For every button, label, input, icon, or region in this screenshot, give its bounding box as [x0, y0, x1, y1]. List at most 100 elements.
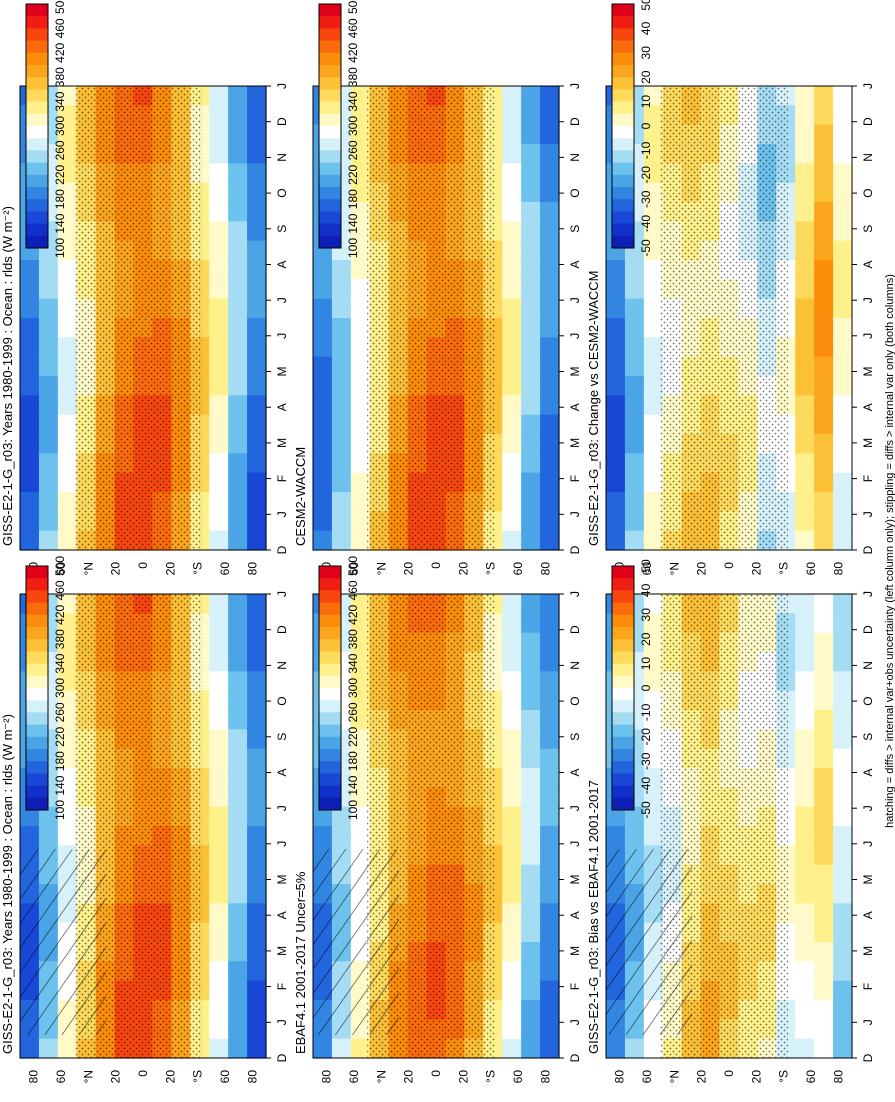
heatmap-cell — [795, 961, 815, 982]
panel-bottom-left: GISS-E2-1-G_r03: Bias vs EBAF4.1 2001-20… — [586, 591, 875, 1083]
heatmap-cell — [540, 511, 560, 532]
heatmap-cell — [833, 632, 853, 653]
colorbar-label: -30 — [639, 752, 653, 770]
heatmap-cell — [795, 492, 815, 512]
colorbar-label: 220 — [53, 164, 67, 184]
heatmap-cell — [795, 864, 815, 885]
heatmap-cell — [833, 260, 853, 280]
month-tick-label: J — [275, 805, 289, 811]
heatmap-cell — [247, 922, 267, 943]
heatmap-cell — [350, 787, 371, 808]
lat-tick-label: 20 — [163, 1070, 177, 1084]
heatmap-cell — [814, 594, 834, 614]
colorbar-label: -40 — [639, 215, 653, 233]
heatmap-cell — [521, 922, 541, 943]
colorbar-swatch — [612, 162, 634, 176]
heatmap-cell — [502, 864, 522, 885]
heatmap-cell — [38, 395, 59, 416]
colorbar-swatch — [612, 89, 634, 102]
heatmap-cell — [795, 748, 815, 769]
colorbar-label: 100 — [346, 800, 360, 820]
heatmap-cell — [833, 240, 853, 261]
heatmap-cell — [540, 845, 560, 866]
heatmap-cell — [209, 942, 229, 962]
panel-title: CESM2-WACCM — [293, 447, 308, 546]
colorbar-swatch — [26, 614, 48, 628]
heatmap-cell — [350, 318, 371, 338]
heatmap-cell — [624, 414, 645, 435]
heatmap-cell — [350, 768, 371, 788]
month-tick-label: J — [275, 511, 289, 517]
colorbar-swatch — [612, 724, 634, 738]
colorbar-label: 500 — [346, 0, 360, 14]
heatmap-cell — [521, 729, 541, 750]
heatmap-cell — [20, 298, 40, 319]
heatmap-cell — [228, 690, 248, 711]
month-tick-label: A — [568, 768, 582, 776]
colorbar-label: 140 — [53, 775, 67, 795]
colorbar-swatch — [319, 211, 341, 224]
colorbar-swatch — [26, 138, 48, 151]
colorbar-label: 300 — [53, 116, 67, 136]
colorbar-swatch — [612, 4, 634, 17]
month-tick-label: J — [568, 333, 582, 339]
heatmap-cell — [313, 472, 333, 493]
heatmap-cell — [606, 395, 626, 416]
heatmap-cell — [540, 434, 560, 454]
heatmap-cell — [20, 356, 40, 377]
heatmap-cell — [247, 1000, 267, 1020]
colorbar-swatch — [612, 675, 634, 689]
heatmap-cell — [643, 221, 664, 242]
heatmap-cell — [331, 826, 352, 846]
heatmap-cell — [331, 434, 352, 454]
month-tick-label: J — [568, 83, 582, 89]
heatmap-cell — [228, 279, 248, 300]
heatmap-cell — [795, 163, 815, 184]
colorbar-label: 100 — [346, 238, 360, 258]
heatmap-cell — [814, 806, 834, 827]
colorbar-swatch — [26, 639, 48, 652]
colorbar-swatch — [612, 199, 634, 212]
heatmap-cell — [795, 613, 815, 634]
heatmap-cell — [247, 530, 267, 551]
heatmap-cell — [624, 434, 645, 454]
colorbar-swatch — [26, 16, 48, 29]
colorbar-label: -50 — [639, 239, 653, 257]
heatmap-cell — [228, 671, 248, 692]
panel-title: EBAF4.1 2001-2017 Uncer=5% — [293, 871, 308, 1054]
heatmap-cell — [350, 434, 371, 454]
colorbar-label: 180 — [53, 751, 67, 771]
heatmap-cell — [606, 492, 626, 512]
heatmap-cell — [643, 395, 664, 416]
month-tick-label: D — [275, 625, 289, 634]
month-tick-label: D — [568, 545, 582, 554]
heatmap-cell — [331, 395, 352, 416]
colorbar-swatch — [612, 187, 634, 200]
heatmap-cell — [521, 337, 541, 358]
heatmap-cell — [350, 613, 371, 634]
heatmap-cell — [643, 144, 664, 164]
colorbar-swatch — [612, 749, 634, 762]
heatmap-cell — [833, 652, 853, 672]
heatmap-cell — [521, 202, 541, 222]
heatmap-cell — [209, 903, 229, 924]
heatmap-cell — [814, 453, 834, 474]
colorbar-label: 420 — [53, 42, 67, 62]
colorbar-swatch — [26, 4, 48, 17]
heatmap-cell — [57, 511, 78, 532]
heatmap-cell — [814, 298, 834, 319]
heatmap-cell — [350, 729, 371, 750]
heatmap-cell — [350, 163, 371, 184]
heatmap-cell — [521, 787, 541, 808]
colorbar-swatch — [26, 761, 48, 774]
month-tick-label: S — [568, 733, 582, 741]
panel-top-left: GISS-E2-1-G_r03: Years 1980-1999 : Ocean… — [0, 591, 289, 1083]
colorbar-swatch — [612, 663, 634, 677]
colorbar-swatch — [26, 749, 48, 762]
heatmap-cell — [795, 105, 815, 126]
heatmap-cell — [247, 124, 267, 145]
heatmap-cell — [795, 768, 815, 788]
heatmap-cell — [606, 414, 626, 435]
heatmap-cell — [521, 980, 541, 1001]
heatmap-cell — [795, 1019, 815, 1040]
